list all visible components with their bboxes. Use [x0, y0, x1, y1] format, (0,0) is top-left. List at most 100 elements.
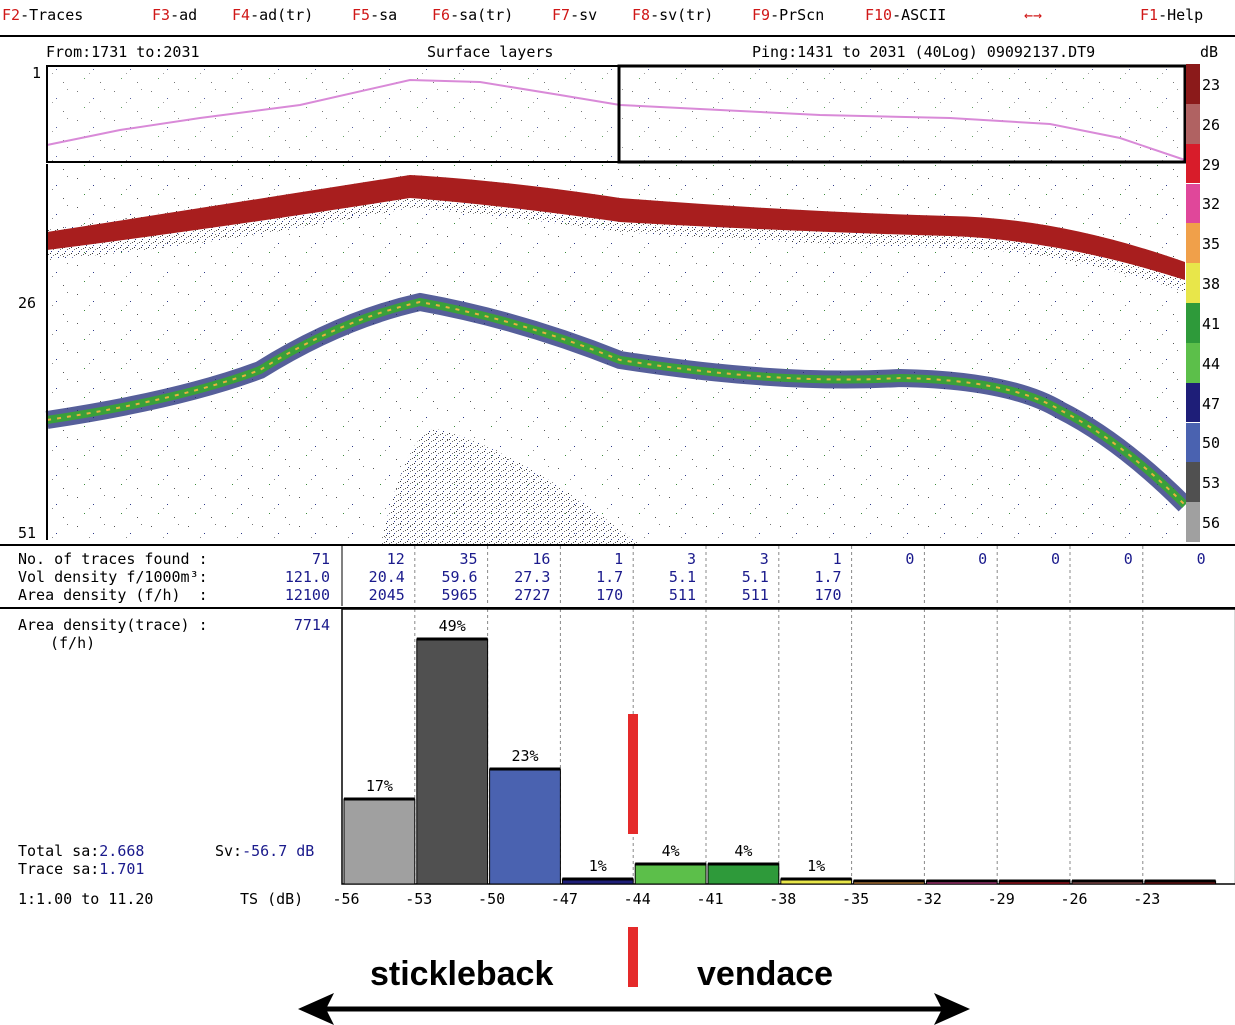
menu-ascii[interactable]: F10-ASCII: [865, 6, 947, 24]
ts-tick-label: -32: [915, 890, 942, 908]
menu-print-screen[interactable]: F9-PrScn: [752, 6, 825, 24]
area-density-label: Area density (f/h) :: [18, 586, 208, 604]
surface-layer-band: [47, 175, 1185, 280]
traces-cell: 16: [532, 550, 551, 568]
traces-total: 71: [311, 550, 330, 568]
traces-cell: 3: [686, 550, 696, 568]
area-density-unit: (f/h): [50, 634, 96, 652]
depth-tick-mid: 26: [18, 294, 37, 312]
ts-axis-label: TS (dB): [240, 890, 304, 908]
color-scale-labels: 23 26 29 32 35 38 41 44 47 50 53 56: [1202, 64, 1234, 542]
depth-tick-top: 1: [32, 64, 42, 82]
bar-percent-label: 1%: [807, 857, 825, 875]
menu-sv-tr[interactable]: F8-sv(tr): [632, 6, 714, 24]
menu-sa[interactable]: F5-sa: [352, 6, 398, 24]
stickleback-label: stickleback: [370, 955, 554, 993]
vol-density-label: Vol density f/1000m³:: [18, 568, 208, 586]
traces-cell: 3: [759, 550, 769, 568]
traces-cell: 35: [459, 550, 478, 568]
sv-value: Sv:-56.7 dB: [215, 842, 315, 860]
echogram-view[interactable]: [0, 0, 1235, 545]
histogram-bar: [416, 638, 489, 885]
color-scale-swatch: [1186, 223, 1200, 264]
area-density-cell: 511: [741, 586, 769, 604]
traces-cell: 0: [1050, 550, 1060, 568]
trace-sa: Trace sa:1.701: [18, 860, 145, 878]
color-scale-swatch: [1186, 422, 1200, 463]
vol-density-cell: 1.7: [814, 568, 842, 586]
left-right-arrows-icon[interactable]: ←→: [1024, 6, 1043, 24]
menu-sa-tr[interactable]: F6-sa(tr): [432, 6, 514, 24]
menu-sv[interactable]: F7-sv: [552, 6, 598, 24]
vol-density-cell: 5.1: [668, 568, 696, 586]
ping-file-info: Ping:1431 to 2031 (40Log) 09092137.DT9: [752, 43, 1096, 61]
menu-help[interactable]: F1-Help: [1140, 6, 1204, 24]
vol-density-cell: 5.1: [741, 568, 769, 586]
menu-traces[interactable]: F2-Traces: [2, 6, 84, 24]
color-scale-bar: [1186, 64, 1200, 542]
area-density-trace-value: 7714: [293, 616, 330, 634]
menu-ad-tr[interactable]: F4-ad(tr): [232, 6, 314, 24]
color-scale-label: 32: [1202, 195, 1221, 214]
selection-window[interactable]: [617, 64, 1187, 164]
histogram-bar: [343, 798, 416, 885]
function-key-menu: F2-Traces F3-ad F4-ad(tr) F5-sa F6-sa(tr…: [0, 0, 1235, 32]
species-divider-upper: [628, 714, 638, 834]
vol-density-cell: 1.7: [596, 568, 624, 586]
color-scale-swatch: [1186, 462, 1200, 503]
ts-tick-label: -41: [696, 890, 723, 908]
vol-density-cell: 59.6: [441, 568, 478, 586]
menu-ad[interactable]: F3-ad: [152, 6, 198, 24]
ts-tick-label: -56: [332, 890, 359, 908]
color-scale-label: 50: [1202, 434, 1221, 453]
bar-percent-label: 4%: [734, 842, 752, 860]
bar-percent-label: 1%: [589, 857, 607, 875]
area-density-cell: 511: [668, 586, 696, 604]
species-divider-lower: [628, 927, 638, 987]
traces-label: No. of traces found :: [18, 550, 208, 568]
area-density-cell: 2727: [514, 586, 551, 604]
traces-cell: 0: [978, 550, 988, 568]
fish-layer-band-core: [46, 300, 1186, 506]
traces-cell: 12: [386, 550, 405, 568]
color-scale-swatch: [1186, 143, 1200, 184]
color-scale-label: 26: [1202, 115, 1221, 134]
traces-cell: 1: [832, 550, 842, 568]
area-density-total: 12100: [284, 586, 330, 604]
ts-tick-label: -35: [842, 890, 869, 908]
vol-density-cell: 27.3: [514, 568, 551, 586]
area-density-cell: 170: [814, 586, 842, 604]
depth-tick-bottom: 51: [18, 524, 37, 542]
ping-range-label: From:1731 to:2031: [46, 43, 200, 61]
arrow-left-icon: [298, 993, 334, 1025]
bottom-echo-hill: [380, 429, 640, 545]
color-scale-label: 38: [1202, 275, 1221, 294]
ts-tick-label: -38: [769, 890, 796, 908]
color-scale-label: 53: [1202, 474, 1221, 493]
color-scale-label: 23: [1202, 75, 1221, 94]
stats-divider-top: [0, 544, 1235, 546]
color-scale-swatch: [1186, 64, 1200, 104]
vol-density-total: 121.0: [284, 568, 330, 586]
bar-percent-label: 4%: [662, 842, 680, 860]
ts-tick-label: -29: [988, 890, 1015, 908]
bar-percent-label: 17%: [366, 777, 393, 795]
area-density-trace-label: Area density(trace) :: [18, 616, 208, 634]
arrow-right-icon: [934, 993, 970, 1025]
color-scale-label: 56: [1202, 514, 1221, 533]
bar-percent-label: 23%: [511, 747, 538, 765]
stats-divider-bottom: [0, 607, 1235, 609]
color-scale-swatch: [1186, 342, 1200, 383]
ts-tick-label: -23: [1133, 890, 1160, 908]
color-scale-swatch: [1186, 103, 1200, 144]
menu-divider: [0, 35, 1235, 37]
db-unit-label: dB: [1200, 43, 1219, 61]
vol-density-cell: 20.4: [368, 568, 405, 586]
color-scale-label: 35: [1202, 235, 1221, 254]
color-scale-label: 41: [1202, 314, 1221, 333]
bar-percent-label: 49%: [439, 617, 466, 635]
ts-tick-label: -26: [1060, 890, 1087, 908]
ts-tick-label: -44: [624, 890, 651, 908]
